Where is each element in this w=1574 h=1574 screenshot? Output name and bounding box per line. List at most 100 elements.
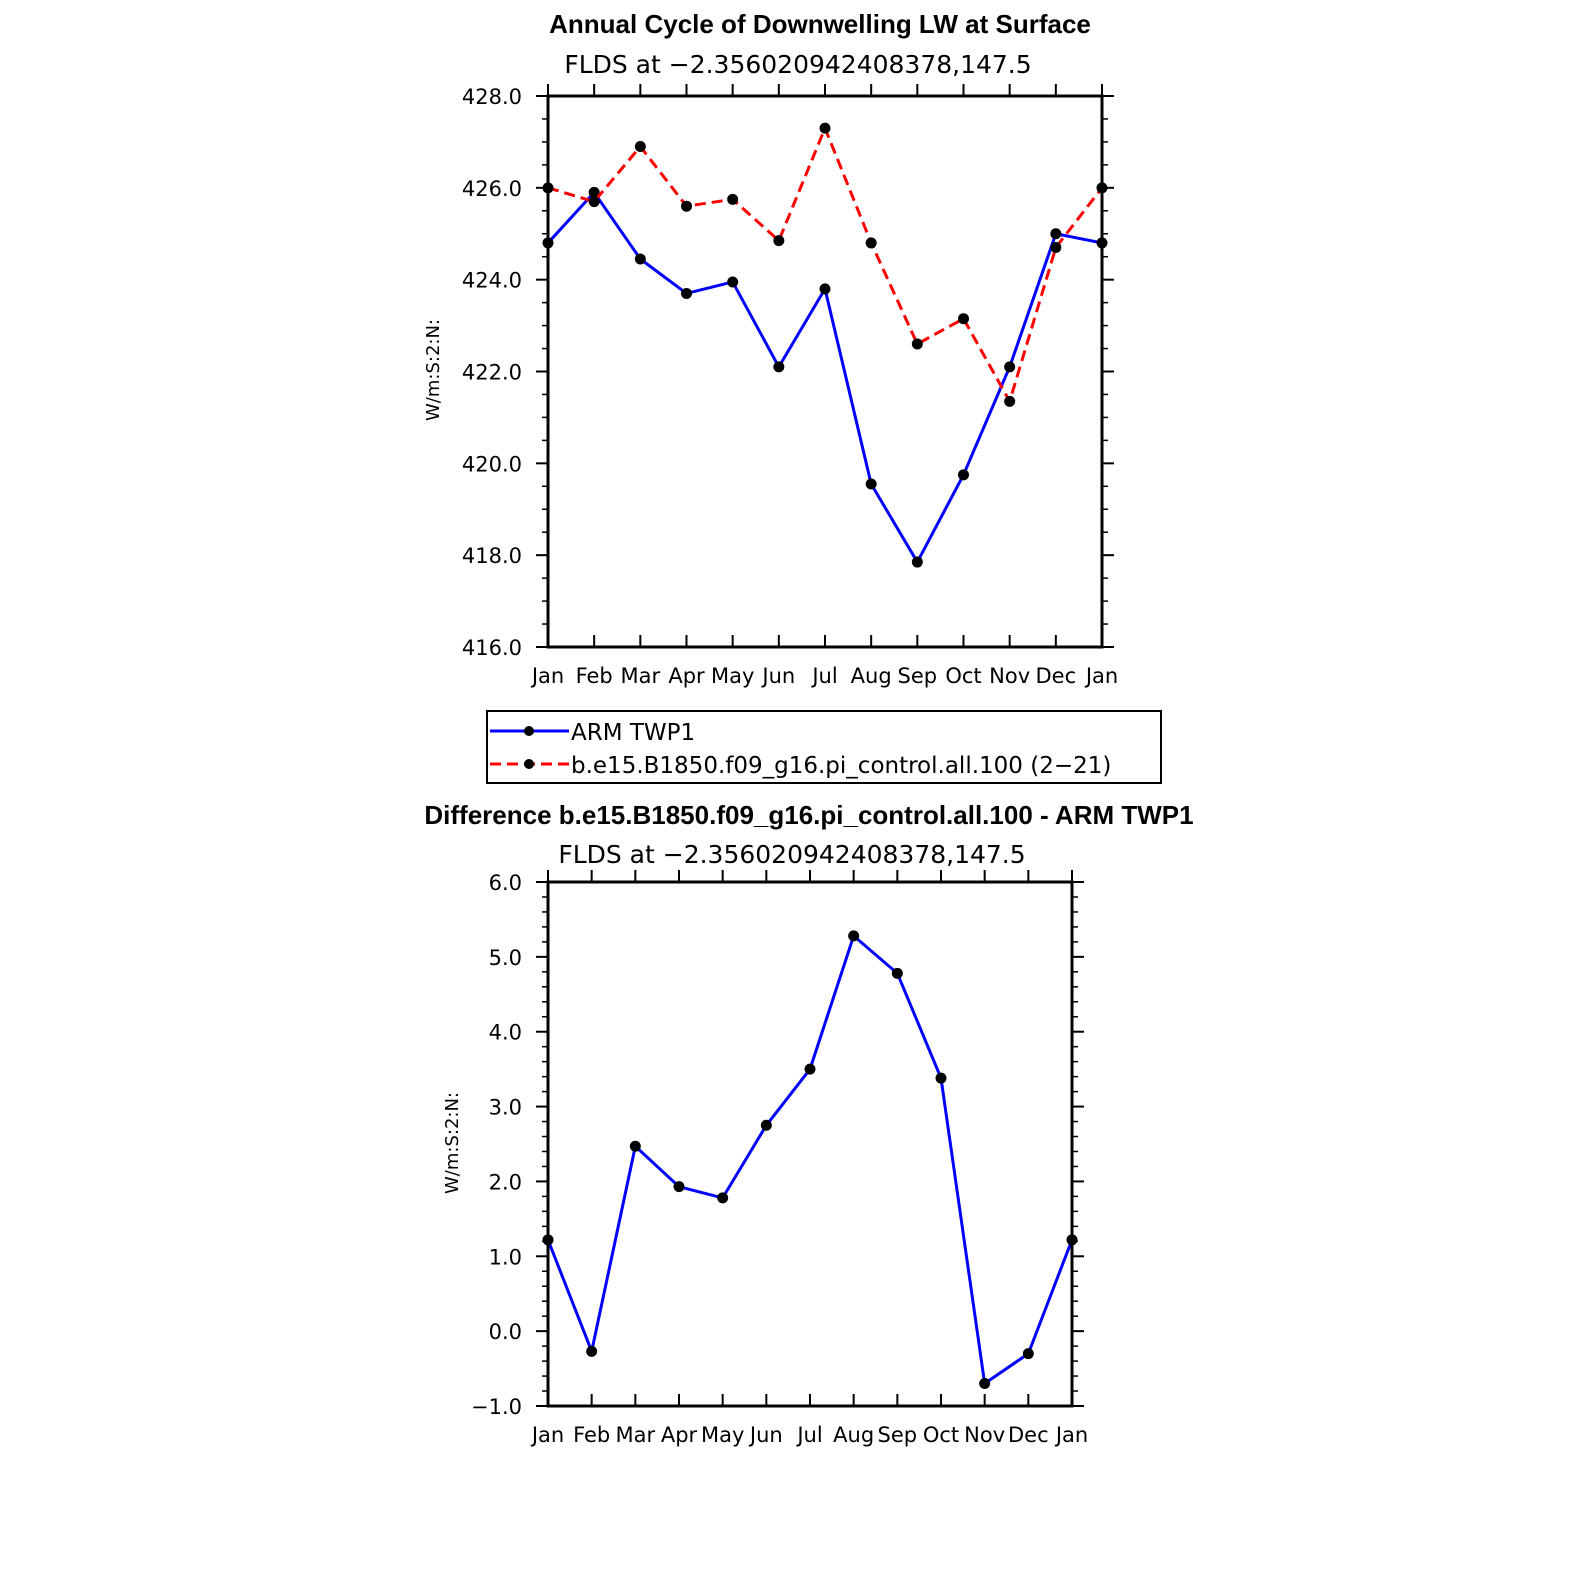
x-tick-label: May [711,664,754,688]
x-tick-label: Jul [810,664,837,688]
data-point [634,141,646,153]
y-axis-label: W/m:S:2:N: [423,319,444,421]
data-point [911,556,923,568]
x-tick-label: Feb [576,664,613,688]
x-tick-label: Nov [989,664,1030,688]
series-line [547,126,1104,403]
x-tick-label: Jan [1084,664,1118,688]
y-tick-label: 424.0 [462,269,522,293]
data-point [848,930,860,942]
y-tick-label: 1.0 [489,1245,522,1269]
x-tick-label: Jan [530,664,564,688]
y-tick-label: 6.0 [489,871,522,895]
data-point [586,1345,598,1357]
x-tick-label: Jul [795,1423,822,1447]
series-line [546,190,1103,564]
data-point [588,186,600,198]
x-tick-label: Sep [898,664,938,688]
x-tick-label: Jun [760,664,795,688]
x-tick-label: Nov [964,1423,1005,1447]
x-tick-label: Oct [923,1423,959,1447]
x-tick-label: Feb [573,1423,610,1447]
x-tick-label: Dec [1036,664,1077,688]
x-tick-label: Oct [945,664,981,688]
data-point [935,1072,947,1084]
x-tick-label: Mar [616,1423,656,1447]
data-point [681,287,692,299]
data-point [804,1063,816,1075]
series-layer [542,930,1078,1390]
legend-marker-arm [524,726,534,736]
y-tick-label: 2.0 [489,1170,522,1194]
y-axis-label: W/m:S:2:N: [442,1092,463,1194]
x-tick-label: Dec [1008,1423,1049,1447]
data-point [634,253,646,265]
legend-entry-model: b.e15.B1850.f09_g16.pi_control.all.100 (… [571,753,1111,779]
data-point [958,313,969,325]
x-tick-label: Jun [748,1423,783,1447]
data-point [773,235,785,247]
x-tick-label: Sep [878,1423,918,1447]
y-tick-label: −1.0 [471,1395,522,1419]
legend-entry-arm: ARM TWP1 [571,720,695,746]
data-point [865,478,877,490]
series-layer [542,122,1108,568]
data-point [673,1181,685,1193]
difference-chart: Difference b.e15.B1850.f09_g16.pi_contro… [424,800,1193,1447]
data-point [1050,242,1062,254]
x-tick-label: Jan [1054,1423,1088,1447]
series-line [546,934,1074,1386]
y-tick-labels: −1.0 0.0 1.0 2.0 3.0 4.0 5.0 6.0 [471,871,522,1419]
x-tick-label: Aug [833,1423,874,1447]
plot-frame [546,94,1104,649]
y-tick-label: 0.0 [489,1320,522,1344]
x-tick-label: Apr [668,664,705,688]
data-point [979,1378,991,1390]
y-tick-label: 416.0 [462,636,522,660]
y-tick-label: 420.0 [462,452,522,476]
data-point [958,469,969,481]
data-point [891,967,903,979]
y-tick-label: 428.0 [462,85,522,109]
data-point [760,1119,772,1131]
data-point [1004,395,1016,407]
x-tick-label: Aug [851,664,892,688]
x-tick-label: Jan [530,1423,564,1447]
data-point [1050,228,1062,240]
data-point [727,193,739,205]
plot-frame [546,880,1074,1408]
data-point [865,237,877,249]
legend-marker-model [524,759,534,769]
legend: ARM TWP1 b.e15.B1850.f09_g16.pi_control.… [486,710,1162,784]
data-point [629,1140,641,1152]
chart-title: Annual Cycle of Downwelling LW at Surfac… [549,9,1091,39]
data-point [1004,361,1016,373]
legend-box [486,710,1162,784]
y-tick-label: 3.0 [489,1096,522,1120]
data-point [588,196,600,208]
y-tick-label: 426.0 [462,177,522,201]
data-point [681,200,692,212]
x-tick-labels: Jan Feb Mar Apr May Jun Jul Aug Sep Oct Nov Dec Jan [530,664,1118,688]
x-tick-label: Mar [621,664,661,688]
x-tick-labels: Jan Feb Mar Apr May Jun Jul Aug Sep Oct Nov Dec Jan [530,1423,1088,1447]
y-tick-label: 4.0 [489,1021,522,1045]
chart-subtitle: FLDS at −2.356020942408378,147.5 [564,50,1031,79]
x-tick-label: May [701,1423,744,1447]
y-tick-label: 418.0 [462,544,522,568]
x-tick-label: Apr [661,1423,698,1447]
y-tick-label: 5.0 [489,946,522,970]
data-point [819,283,831,295]
y-tick-labels: 416.0 418.0 420.0 422.0 424.0 426.0 428.0 [462,85,522,660]
data-point [773,361,785,373]
data-point [727,276,739,288]
data-point [1022,1348,1034,1360]
data-point [819,122,831,134]
data-point [717,1192,729,1204]
axis-ticks [536,870,1084,1407]
chart-title: Difference b.e15.B1850.f09_g16.pi_contro… [424,800,1193,830]
y-tick-label: 422.0 [462,361,522,385]
annual-cycle-chart: Annual Cycle of Downwelling LW at Surfac… [423,9,1118,688]
chart-subtitle: FLDS at −2.356020942408378,147.5 [558,840,1025,869]
